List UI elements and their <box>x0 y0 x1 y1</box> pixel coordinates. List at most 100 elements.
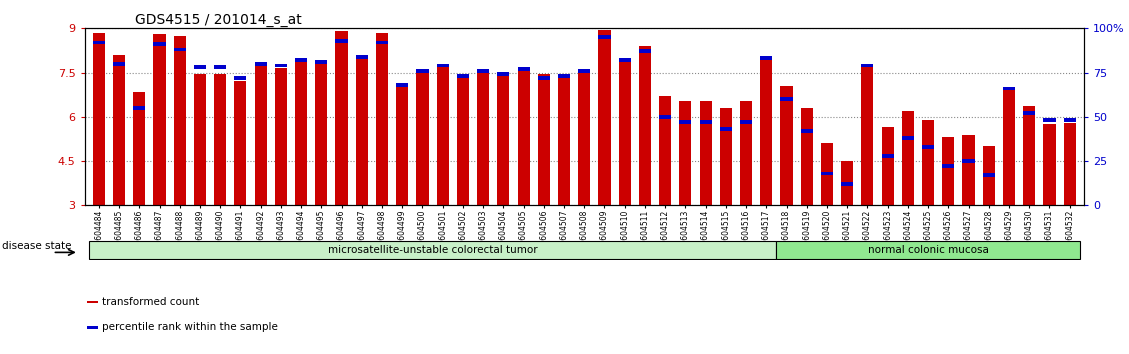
Text: disease state: disease state <box>2 241 71 251</box>
Bar <box>760 57 772 60</box>
Bar <box>376 33 388 205</box>
Bar <box>335 31 348 205</box>
Bar <box>497 73 509 76</box>
Bar <box>537 74 550 205</box>
Bar <box>396 84 409 205</box>
Bar <box>841 182 854 186</box>
Bar <box>215 74 226 205</box>
Bar <box>133 92 146 205</box>
Bar <box>437 64 448 67</box>
Bar <box>902 111 914 205</box>
Bar <box>194 65 205 69</box>
Bar <box>982 146 995 205</box>
Text: microsatellite-unstable colorectal tumor: microsatellite-unstable colorectal tumor <box>327 245 537 255</box>
Bar <box>315 60 327 64</box>
Bar <box>861 65 874 205</box>
Bar <box>537 76 550 80</box>
Bar <box>800 108 813 205</box>
Bar <box>154 42 166 46</box>
Bar <box>376 41 388 44</box>
Bar <box>902 136 914 140</box>
Bar <box>356 55 368 205</box>
Bar <box>497 74 509 205</box>
Bar <box>295 62 307 205</box>
Bar <box>396 83 409 87</box>
Bar <box>194 74 205 205</box>
Bar <box>1023 112 1035 115</box>
Bar <box>780 86 793 205</box>
Bar <box>800 129 813 133</box>
Bar <box>517 70 530 205</box>
Bar <box>478 71 489 205</box>
Bar <box>254 65 266 205</box>
Bar <box>659 115 672 119</box>
Bar <box>1043 124 1056 205</box>
Bar <box>922 120 934 205</box>
Bar <box>88 326 98 329</box>
Bar <box>235 81 246 205</box>
Bar <box>335 39 348 42</box>
Bar <box>739 101 752 205</box>
Bar <box>841 161 854 205</box>
Bar <box>1064 123 1076 205</box>
Bar <box>821 143 833 205</box>
Bar <box>254 62 266 65</box>
Bar <box>861 64 874 67</box>
Bar <box>93 41 105 44</box>
Bar <box>295 58 307 62</box>
Bar <box>639 46 651 205</box>
Bar <box>943 137 954 205</box>
Bar <box>598 30 611 205</box>
Text: normal colonic mucosa: normal colonic mucosa <box>868 245 989 255</box>
Bar <box>235 76 246 80</box>
Bar <box>274 68 287 205</box>
Bar <box>982 173 995 177</box>
Bar <box>659 96 672 205</box>
Bar <box>639 50 651 53</box>
Bar <box>963 135 974 205</box>
Bar <box>821 172 833 175</box>
FancyBboxPatch shape <box>89 241 777 259</box>
Bar <box>93 33 105 205</box>
Bar <box>154 34 166 205</box>
Bar <box>882 127 894 205</box>
Bar <box>517 67 530 71</box>
Bar <box>1003 89 1015 205</box>
Bar <box>680 120 691 124</box>
Bar <box>174 48 186 51</box>
Bar <box>578 69 590 73</box>
Text: GDS4515 / 201014_s_at: GDS4515 / 201014_s_at <box>134 13 301 27</box>
Bar <box>1023 107 1035 205</box>
Bar <box>356 55 368 58</box>
Bar <box>457 75 469 205</box>
Bar <box>174 36 186 205</box>
Bar <box>478 69 489 73</box>
Bar <box>113 62 125 65</box>
Bar <box>739 120 752 124</box>
Bar <box>700 101 711 205</box>
FancyBboxPatch shape <box>777 241 1079 259</box>
Bar <box>680 101 691 205</box>
Bar <box>963 159 974 163</box>
Bar <box>943 165 954 168</box>
Text: transformed count: transformed count <box>102 297 199 307</box>
Bar <box>558 74 570 205</box>
Bar <box>700 120 711 124</box>
Bar <box>437 67 448 205</box>
Bar <box>1043 119 1056 122</box>
Text: percentile rank within the sample: percentile rank within the sample <box>102 322 278 332</box>
Bar <box>417 71 429 205</box>
Bar <box>215 65 226 69</box>
Bar <box>882 154 894 158</box>
Bar <box>720 108 732 205</box>
Bar <box>274 64 287 67</box>
Bar <box>760 59 772 205</box>
Bar <box>457 74 469 78</box>
Bar <box>88 301 98 303</box>
Bar <box>1003 87 1015 90</box>
Bar <box>133 106 146 110</box>
Bar <box>619 58 631 205</box>
Bar <box>315 64 327 205</box>
Bar <box>1064 119 1076 122</box>
Bar <box>558 74 570 78</box>
